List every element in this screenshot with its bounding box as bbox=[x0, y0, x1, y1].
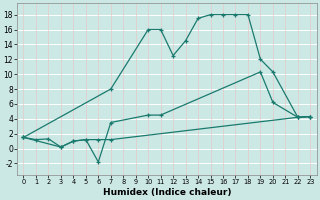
X-axis label: Humidex (Indice chaleur): Humidex (Indice chaleur) bbox=[103, 188, 231, 197]
